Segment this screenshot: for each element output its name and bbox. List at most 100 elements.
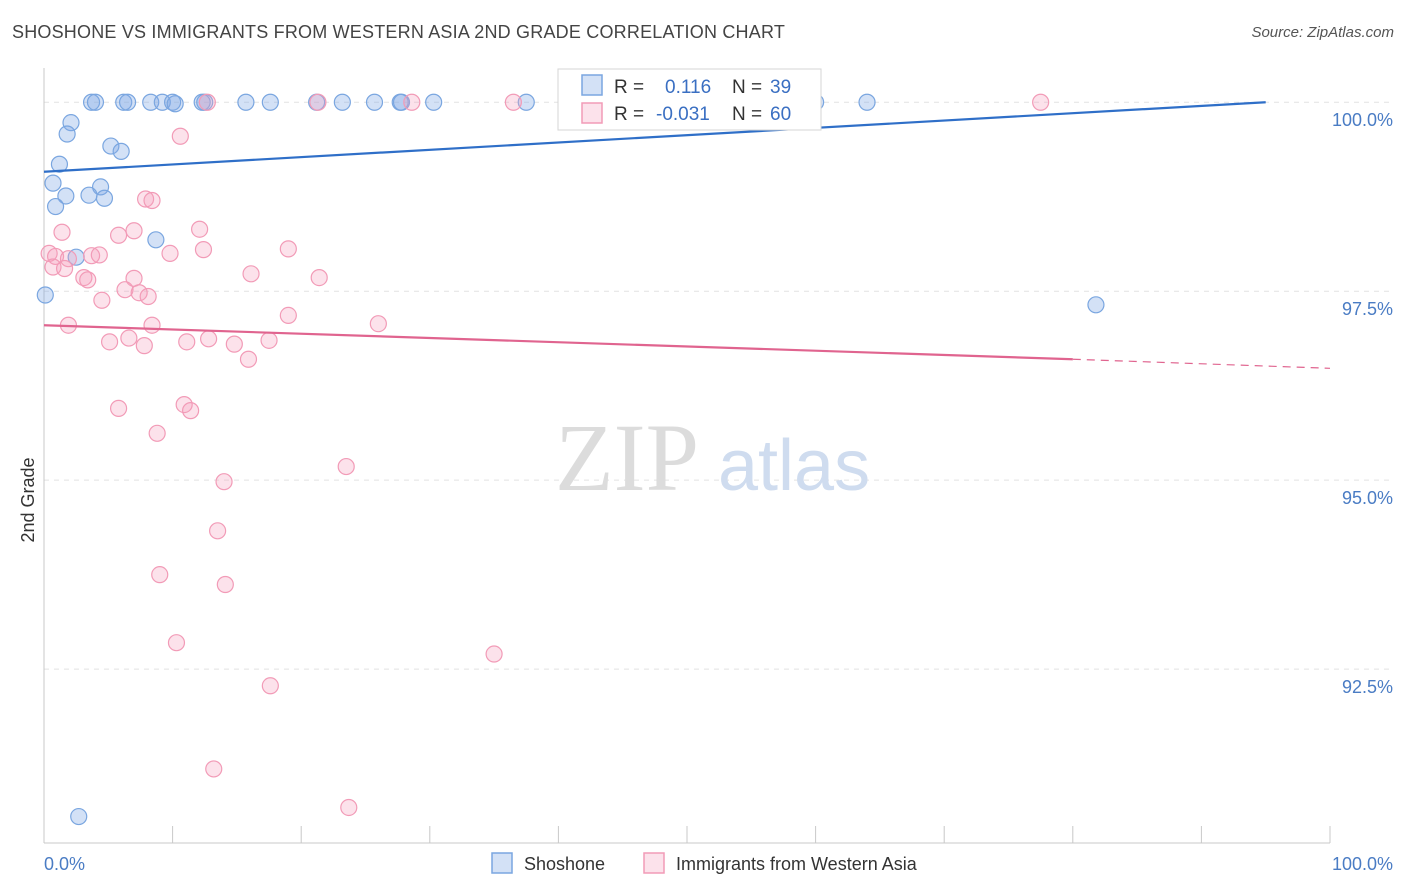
data-point xyxy=(198,93,216,111)
data-point xyxy=(70,807,88,826)
legend: Shoshone Immigrants from Western Asia xyxy=(491,852,918,874)
data-point xyxy=(80,186,98,204)
data-point xyxy=(57,187,75,205)
data-point xyxy=(135,337,153,355)
data-point xyxy=(148,424,166,442)
source-credit: Source: ZipAtlas.com xyxy=(1251,24,1394,41)
watermark-zip: ZIP xyxy=(555,404,699,511)
legend-label-western-asia: Immigrants from Western Asia xyxy=(676,854,918,874)
data-point xyxy=(485,645,503,663)
stats-n-value-1: 39 xyxy=(770,77,791,98)
data-point xyxy=(260,331,278,349)
data-point xyxy=(46,197,65,216)
data-points xyxy=(36,93,1105,826)
data-point xyxy=(261,677,279,695)
data-point xyxy=(279,306,297,324)
stats-r-value-1: 0.116 xyxy=(665,77,711,98)
data-point xyxy=(237,93,255,111)
chart-title: SHOSHONE VS IMMIGRANTS FROM WESTERN ASIA… xyxy=(12,22,786,42)
data-point xyxy=(44,174,62,192)
data-point xyxy=(215,473,233,491)
data-point xyxy=(143,191,161,210)
data-point xyxy=(403,93,421,111)
data-point xyxy=(310,269,328,287)
y-axis-label: 2nd Grade xyxy=(18,457,38,542)
data-point xyxy=(136,190,155,208)
stats-n-label-1: N = xyxy=(732,77,762,98)
data-point xyxy=(279,240,297,258)
stats-r-label-2: R = xyxy=(614,104,644,125)
watermark-atlas: atlas xyxy=(718,426,870,506)
data-point xyxy=(166,95,184,113)
data-point xyxy=(109,226,128,244)
data-point xyxy=(194,241,213,259)
series-shoshone xyxy=(36,93,1105,826)
data-point xyxy=(340,798,358,817)
data-point xyxy=(143,316,161,334)
data-point xyxy=(182,402,200,420)
data-point xyxy=(191,220,209,238)
stats-n-value-2: 60 xyxy=(770,104,791,125)
stats-n-label-2: N = xyxy=(732,104,762,125)
data-point xyxy=(120,329,138,347)
stats-swatch-western-asia xyxy=(581,102,603,124)
data-point xyxy=(59,250,78,268)
x-tick-label-min: 0.0% xyxy=(44,854,85,874)
data-point xyxy=(116,281,134,299)
stats-box: R = 0.116 N = 39 R = -0.031 N = 60 xyxy=(557,68,822,131)
data-point xyxy=(100,333,119,351)
data-point xyxy=(90,246,108,264)
data-point xyxy=(86,93,105,111)
data-point xyxy=(333,93,351,111)
data-point xyxy=(167,634,186,652)
trend-lines xyxy=(43,101,1331,369)
data-point xyxy=(58,125,76,143)
y-tick-label: 92.5% xyxy=(1342,677,1393,697)
trend-line-extension xyxy=(1072,358,1331,369)
data-point xyxy=(95,189,114,207)
data-point xyxy=(109,399,128,417)
data-point xyxy=(91,178,110,196)
data-point xyxy=(517,93,535,111)
data-point xyxy=(425,93,443,111)
data-point xyxy=(79,271,97,289)
data-point xyxy=(125,222,143,240)
data-point xyxy=(209,522,227,540)
y-tick-label: 100.0% xyxy=(1332,110,1393,130)
data-point xyxy=(504,93,522,111)
data-point xyxy=(239,350,258,368)
data-point xyxy=(369,315,387,333)
data-point xyxy=(175,395,193,414)
trend-line-western-asia xyxy=(43,324,1073,361)
y-tick-label: 97.5% xyxy=(1342,299,1393,319)
data-point xyxy=(365,93,384,111)
data-point xyxy=(82,93,101,111)
data-point xyxy=(93,291,111,309)
data-point xyxy=(1032,93,1050,111)
data-point xyxy=(178,333,196,351)
data-point xyxy=(55,259,74,278)
data-point xyxy=(112,142,130,160)
data-point xyxy=(147,231,165,249)
data-point xyxy=(337,457,355,476)
stats-swatch-shoshone xyxy=(581,74,603,96)
data-point xyxy=(118,93,137,111)
data-point xyxy=(242,265,260,283)
axes: 100.0% 97.5% 95.0% 92.5% 0.0% 100.0% xyxy=(43,68,1393,874)
legend-swatch-shoshone xyxy=(491,852,513,874)
data-point xyxy=(261,93,279,111)
legend-label-shoshone: Shoshone xyxy=(524,854,605,874)
data-point xyxy=(205,760,223,778)
data-point xyxy=(130,284,148,302)
data-point xyxy=(62,114,80,132)
legend-swatch-western-asia xyxy=(643,852,665,874)
data-point xyxy=(151,566,169,584)
data-point xyxy=(115,93,133,111)
data-point xyxy=(858,93,876,111)
data-point xyxy=(36,286,54,304)
stats-r-label-1: R = xyxy=(614,77,644,98)
trend-line-shoshone xyxy=(43,101,1266,173)
data-point xyxy=(216,575,234,594)
data-point xyxy=(225,335,243,353)
